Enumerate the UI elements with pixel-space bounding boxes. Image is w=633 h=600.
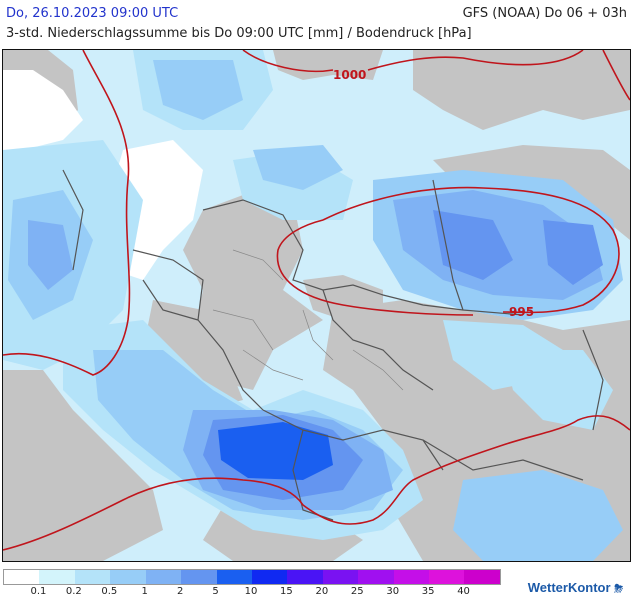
legend-swatch [322, 570, 359, 584]
isobar-label-995: 995 [509, 305, 534, 319]
brand-name: WetterKontor [527, 580, 611, 595]
legend-tick-label: 10 [244, 586, 258, 597]
header-subtitle: 3-std. Niederschlagssumme bis Do 09:00 U… [6, 26, 472, 41]
legend-tick-label: 2 [176, 586, 184, 597]
legend-tick-label: 15 [280, 586, 293, 597]
isobars [3, 50, 630, 551]
legend-tick-label: 0.5 [101, 586, 118, 597]
brand-logo: WetterKontor ⛈ [528, 580, 623, 596]
legend-tick-label: 30 [386, 586, 400, 597]
legend-tick-label: 1 [141, 586, 148, 597]
legend-swatch [145, 570, 182, 584]
legend-swatch [464, 570, 500, 584]
legend-tick-label: 35 [421, 586, 435, 597]
regional-borders [212, 249, 404, 391]
legend-tick-label: 40 [457, 586, 470, 597]
header-model-run: GFS (NOAA) Do 06 + 03h [462, 6, 627, 21]
legend-swatch [110, 570, 146, 584]
legend-tick-label: 25 [350, 586, 364, 597]
legend-swatch [251, 570, 288, 584]
legend-swatch [393, 570, 430, 584]
isobar-label-1000: 1000 [333, 68, 366, 82]
legend-swatch [181, 570, 217, 584]
thunder-cloud-icon: ⛈ [614, 583, 623, 595]
isobar-1000 [3, 50, 131, 376]
isobar-995 [276, 186, 620, 316]
legend-swatch [287, 570, 323, 584]
country-borders [62, 169, 604, 521]
legend-tick-label: 20 [315, 586, 329, 597]
precipitation-map: 1000 995 [2, 49, 631, 562]
legend-labels: 0.1 0.2 0.5 1 2 5 10 15 20 25 30 35 40 [3, 586, 499, 598]
legend-swatch [358, 570, 394, 584]
legend-swatch [39, 570, 75, 584]
legend-swatch [216, 570, 252, 584]
legend-tick-label: 0.1 [30, 586, 47, 597]
precip-legend [3, 569, 501, 585]
legend-tick-label: 0.2 [65, 586, 82, 597]
header-date: Do, 26.10.2023 09:00 UTC [6, 6, 179, 21]
legend-tick-label: 5 [212, 586, 219, 597]
legend-swatch [429, 570, 465, 584]
legend-swatch [4, 570, 40, 584]
legend-swatch [74, 570, 111, 584]
precip-patches [3, 50, 623, 561]
